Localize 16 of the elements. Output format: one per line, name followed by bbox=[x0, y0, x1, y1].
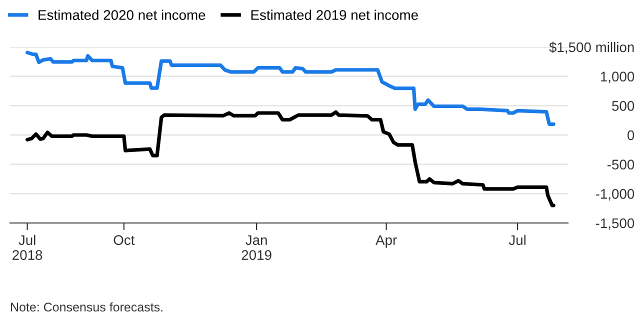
x-tick-label: Apr bbox=[376, 235, 397, 248]
y-tick-label: 1,000 bbox=[600, 72, 634, 84]
legend-label: Estimated 2019 net income bbox=[251, 10, 418, 20]
y-tick-label: $1,500 million bbox=[549, 42, 634, 54]
x-tick-label: Jul 2018 bbox=[12, 234, 42, 260]
legend-label: Estimated 2020 net income bbox=[38, 10, 206, 20]
line-series bbox=[25, 110, 556, 208]
x-tick-label: Oct bbox=[114, 235, 135, 246]
y-tick-label: -1,500 bbox=[596, 218, 634, 230]
y-tick-label: 0 bbox=[627, 130, 634, 140]
y-tick-label: -500 bbox=[607, 160, 634, 170]
y-tick-label: 500 bbox=[612, 101, 634, 111]
text: Note: Consensus forecasts. bbox=[11, 302, 162, 312]
x-tick-label: Jul bbox=[508, 234, 526, 246]
x-tick-label: Jan 2019 bbox=[242, 235, 272, 260]
y-tick-label: -1,000 bbox=[596, 189, 634, 200]
